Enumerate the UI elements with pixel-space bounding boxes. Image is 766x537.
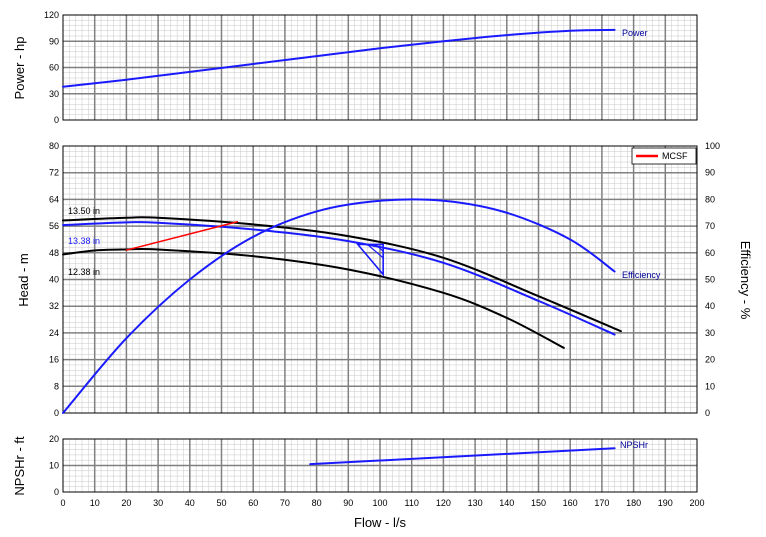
bep-marker bbox=[356, 243, 384, 277]
impeller-13-38-label: 13.38 in bbox=[68, 236, 100, 246]
bep-marker-hatch bbox=[374, 243, 384, 252]
npshr-plot-border bbox=[62, 438, 698, 493]
head-left-tick-label: 24 bbox=[49, 328, 59, 338]
power-series-power bbox=[62, 28, 616, 88]
head-left-tick-label: 32 bbox=[49, 301, 59, 311]
head-series-13-50-in bbox=[62, 216, 622, 333]
head-left-tick-label: 40 bbox=[49, 275, 59, 285]
flow-x-tick-label: 20 bbox=[121, 498, 131, 508]
head-series-efficiency bbox=[62, 198, 616, 414]
power-left-tick-label: 120 bbox=[44, 10, 59, 20]
npshr-curve-label: NPSHr bbox=[620, 440, 648, 450]
flow-x-tick-label: 150 bbox=[531, 498, 546, 508]
flow-x-tick-label: 80 bbox=[312, 498, 322, 508]
power-left-tick-label: 90 bbox=[49, 36, 59, 46]
flow-x-tick-label: 50 bbox=[216, 498, 226, 508]
flow-x-tick-label: 180 bbox=[626, 498, 641, 508]
head-left-tick-label: 8 bbox=[54, 381, 59, 391]
npshr-left-tick-label: 0 bbox=[54, 487, 59, 497]
efficiency-right-tick-label: 70 bbox=[705, 221, 715, 231]
efficiency-right-tick-label: 20 bbox=[705, 355, 715, 365]
flow-x-tick-label: 10 bbox=[90, 498, 100, 508]
head-left-tick-label: 16 bbox=[49, 355, 59, 365]
efficiency-right-tick-label: 50 bbox=[705, 275, 715, 285]
impeller-12-38-label: 12.38 in bbox=[68, 267, 100, 277]
head-left-tick-label: 80 bbox=[49, 141, 59, 151]
head-efficiency-panel: 0 8 16 24 32 40 48 56 64 72 80 0 10 20 30 40 50 60 70 80 90 1… bbox=[49, 141, 720, 418]
efficiency-right-tick-label: 90 bbox=[705, 168, 715, 178]
efficiency-right-tick-label: 0 bbox=[705, 408, 710, 418]
head-left-tick-label: 48 bbox=[49, 248, 59, 258]
npshr-left-tick-label: 20 bbox=[49, 434, 59, 444]
flow-x-tick-label: 140 bbox=[499, 498, 514, 508]
flow-x-axis-title: Flow - l/s bbox=[354, 515, 407, 530]
head-left-tick-label: 56 bbox=[49, 221, 59, 231]
head-series-12-38-in bbox=[62, 247, 565, 349]
efficiency-right-tick-label: 60 bbox=[705, 248, 715, 258]
npshr-y-axis-title: NPSHr - ft bbox=[12, 436, 27, 496]
bep-marker-hatch bbox=[366, 243, 384, 259]
flow-x-tick-label: 120 bbox=[436, 498, 451, 508]
flow-x-tick-label: 160 bbox=[563, 498, 578, 508]
head-left-tick-label: 72 bbox=[49, 168, 59, 178]
efficiency-right-tick-label: 80 bbox=[705, 194, 715, 204]
flow-x-tick-label: 200 bbox=[689, 498, 704, 508]
head-plot-border bbox=[62, 145, 698, 414]
efficiency-curve-label: Efficiency bbox=[622, 270, 661, 280]
flow-x-tick-label: 90 bbox=[343, 498, 353, 508]
flow-x-tick-label: 170 bbox=[594, 498, 609, 508]
power-left-tick-label: 30 bbox=[49, 89, 59, 99]
head-series-13-38-in bbox=[62, 221, 616, 336]
flow-x-tick-label: 30 bbox=[153, 498, 163, 508]
efficiency-y-axis-title: Efficiency - % bbox=[738, 241, 753, 320]
flow-x-tick-label: 40 bbox=[185, 498, 195, 508]
power-y-axis-title: Power - hp bbox=[12, 37, 27, 100]
flow-x-tick-label: 190 bbox=[658, 498, 673, 508]
flow-x-tick-label: 60 bbox=[248, 498, 258, 508]
flow-x-tick-label: 110 bbox=[405, 498, 419, 508]
legend-mcsf-label: MCSF bbox=[662, 151, 688, 161]
head-left-tick-label: 0 bbox=[54, 408, 59, 418]
head-left-tick-label: 64 bbox=[49, 194, 59, 204]
efficiency-right-tick-label: 100 bbox=[705, 141, 720, 151]
npshr-left-tick-label: 10 bbox=[49, 461, 59, 471]
efficiency-right-tick-label: 30 bbox=[705, 328, 715, 338]
power-plot-border bbox=[62, 14, 698, 121]
power-curve-label: Power bbox=[622, 28, 648, 38]
flow-x-tick-label: 100 bbox=[372, 498, 387, 508]
head-series-mcsf bbox=[125, 221, 239, 251]
head-y-axis-title: Head - m bbox=[16, 253, 31, 306]
flow-x-tick-label: 130 bbox=[468, 498, 483, 508]
legend-box bbox=[631, 147, 697, 165]
impeller-13-50-label: 13.50 in bbox=[68, 206, 100, 216]
legend: MCSF bbox=[631, 147, 697, 165]
power-left-tick-label: 60 bbox=[49, 63, 59, 73]
efficiency-right-tick-label: 10 bbox=[705, 381, 715, 391]
power-panel: 0 30 60 90 120 bbox=[44, 10, 698, 125]
npshr-series-npshr bbox=[309, 447, 616, 466]
flow-x-tick-label: 70 bbox=[280, 498, 290, 508]
efficiency-right-tick-label: 40 bbox=[705, 301, 715, 311]
flow-x-tick-label: 0 bbox=[60, 498, 65, 508]
power-left-tick-label: 0 bbox=[54, 115, 59, 125]
